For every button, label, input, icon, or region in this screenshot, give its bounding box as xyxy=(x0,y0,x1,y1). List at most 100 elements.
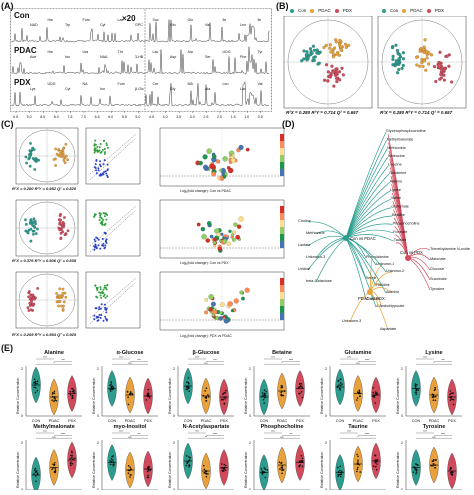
row3-perm-r2-point xyxy=(99,294,102,297)
row1-score-point-b xyxy=(59,152,62,155)
panel-a-nmr-spectra: NAD His Trp Fum Cyt Lac GPC Suc Gln Glu Val Ile Leu I… xyxy=(10,8,272,120)
violin-xtick-5-0: CON xyxy=(412,419,421,423)
edge-left-top-11 xyxy=(345,223,393,239)
oplsda-point-pdx xyxy=(434,79,438,84)
row1-volcano-point xyxy=(219,168,223,172)
violin-ylabel-4: Relative Concentration xyxy=(320,378,324,414)
sig-label-9-1: *** xyxy=(289,432,293,436)
ppm-tick-label-1: 9.0 xyxy=(27,115,32,119)
pca-point-con xyxy=(315,51,319,55)
legend-dot-pdac xyxy=(310,8,315,13)
violin-ylabel-8: Relative Concentration xyxy=(168,452,172,488)
pca-point-pdac xyxy=(339,44,343,49)
violin-point-6-2 xyxy=(71,452,73,454)
violin-title-4: Glutamine xyxy=(345,350,372,356)
row2-score-point-b xyxy=(60,228,63,231)
violin-point-0-1 xyxy=(55,399,58,402)
row3-perm-r2-point xyxy=(105,288,108,291)
violin-ylabel-3: Relative Concentration xyxy=(244,378,248,414)
row2-volcano-point xyxy=(196,222,201,227)
row3-score-point-a xyxy=(26,306,30,310)
row2-perm-q2-point xyxy=(93,245,96,248)
violin-point-2-2 xyxy=(224,391,226,394)
row1-volcano-point xyxy=(222,156,228,162)
violin-point-2-2 xyxy=(222,393,224,395)
violin-point-11-1 xyxy=(434,466,437,469)
row2-volcano-point xyxy=(200,226,206,232)
ppm-tick-label-11: 4.0 xyxy=(163,115,168,119)
oplsda-point-pdac xyxy=(422,59,426,63)
violin-6-con xyxy=(31,456,41,494)
violin-point-4-0 xyxy=(339,384,342,387)
row2-perm-q2-point xyxy=(104,240,107,243)
violin-point-0-1 xyxy=(51,393,54,395)
oplsda-point-pdac xyxy=(421,64,425,69)
row2-perm-r2-point xyxy=(105,218,108,221)
metabolite-label-left-0: Choline xyxy=(298,219,311,223)
row2-perm-r2-point xyxy=(101,223,104,226)
violin-point-10-0 xyxy=(337,473,340,476)
row1-perm-frame xyxy=(85,127,141,185)
row3-perm-r2-point xyxy=(104,286,107,289)
violin-point-11-0 xyxy=(415,463,417,465)
violin-point-0-0 xyxy=(33,386,35,388)
row2-colorbar-seg xyxy=(280,241,284,248)
sig-label-3-1: **** xyxy=(289,358,294,362)
peak-label-pdac-5: Thr xyxy=(118,50,124,54)
violin-xtick-3-2: PDX xyxy=(296,419,304,423)
sig-label-1-2: ns xyxy=(129,361,133,365)
oplsda-point-pdx xyxy=(439,76,443,80)
row3-score-point-a xyxy=(34,296,37,300)
legend-pdx-label: PDX xyxy=(342,8,353,13)
oplsda-point-pdx xyxy=(445,54,449,58)
violin-point-0-0 xyxy=(34,386,37,389)
row3-volcano-point xyxy=(244,287,250,293)
violin-point-10-0 xyxy=(339,474,341,476)
peak-label-con-11: Ile xyxy=(223,18,227,22)
violin-point-4-2 xyxy=(372,387,375,389)
row2-perm-r2-point xyxy=(103,224,106,227)
violin-point-1-1 xyxy=(131,393,134,395)
violin-point-9-1 xyxy=(279,468,281,470)
violin-point-6-2 xyxy=(72,458,74,460)
oplsda-point-pdx xyxy=(442,78,446,82)
node-con-vs-pdx xyxy=(405,255,411,261)
row3-volcano-point xyxy=(239,290,244,295)
violin-point-2-0 xyxy=(186,381,188,383)
violin-point-9-2 xyxy=(301,465,304,468)
row2-score-point-a xyxy=(29,218,33,221)
sig-label-0-1: *** xyxy=(61,358,65,362)
violin-point-3-0 xyxy=(264,394,267,397)
row3-perm-r2-point xyxy=(106,284,109,286)
row1-perm-r2-point xyxy=(98,149,101,152)
row1-perm-r2-point xyxy=(94,143,97,146)
violin-point-8-1 xyxy=(207,473,209,475)
sig-label-6-2: ns xyxy=(53,435,57,439)
row1-score-point-b xyxy=(62,147,65,150)
violin-point-0-2 xyxy=(72,388,74,390)
violin-title-7: myo-Inositol xyxy=(114,424,147,430)
metabolite-label-right-0: Trimethylamine N-oxide xyxy=(430,247,470,251)
oplsda-point-con xyxy=(400,66,404,70)
violin-point-11-0 xyxy=(412,471,415,473)
peak-label-pdac-1: His xyxy=(48,50,53,54)
row1-volcano-xlabel: Log₂(fold change): Con vs PDAC xyxy=(180,189,232,193)
sig-label-11-0: **** xyxy=(423,430,428,434)
violin-ytick-hi-8: 2 xyxy=(173,441,175,445)
row1-volcano-point xyxy=(230,157,236,163)
row1-perm-r2-point xyxy=(98,146,101,149)
violin-xtick-4-2: PDX xyxy=(372,419,380,423)
violin-ytick-hi-7: 2 xyxy=(97,441,99,445)
row1-colorbar-seg xyxy=(280,169,284,176)
row2-perm-r2-point xyxy=(98,219,101,222)
row1-perm-q2-point xyxy=(102,173,105,176)
row1-colorbar-seg xyxy=(280,134,284,141)
row2-score-point-a xyxy=(34,232,38,235)
network-svg: Glycerophosphocholine Methylmalonate Methi… xyxy=(298,129,470,331)
row2-score-point-b xyxy=(59,218,62,222)
violin-point-0-2 xyxy=(73,390,75,392)
row1-score-point-b xyxy=(52,158,56,161)
pca-point-con xyxy=(310,51,314,55)
violin-point-4-1 xyxy=(358,391,361,394)
sig-label-7-1: *** xyxy=(137,432,141,436)
